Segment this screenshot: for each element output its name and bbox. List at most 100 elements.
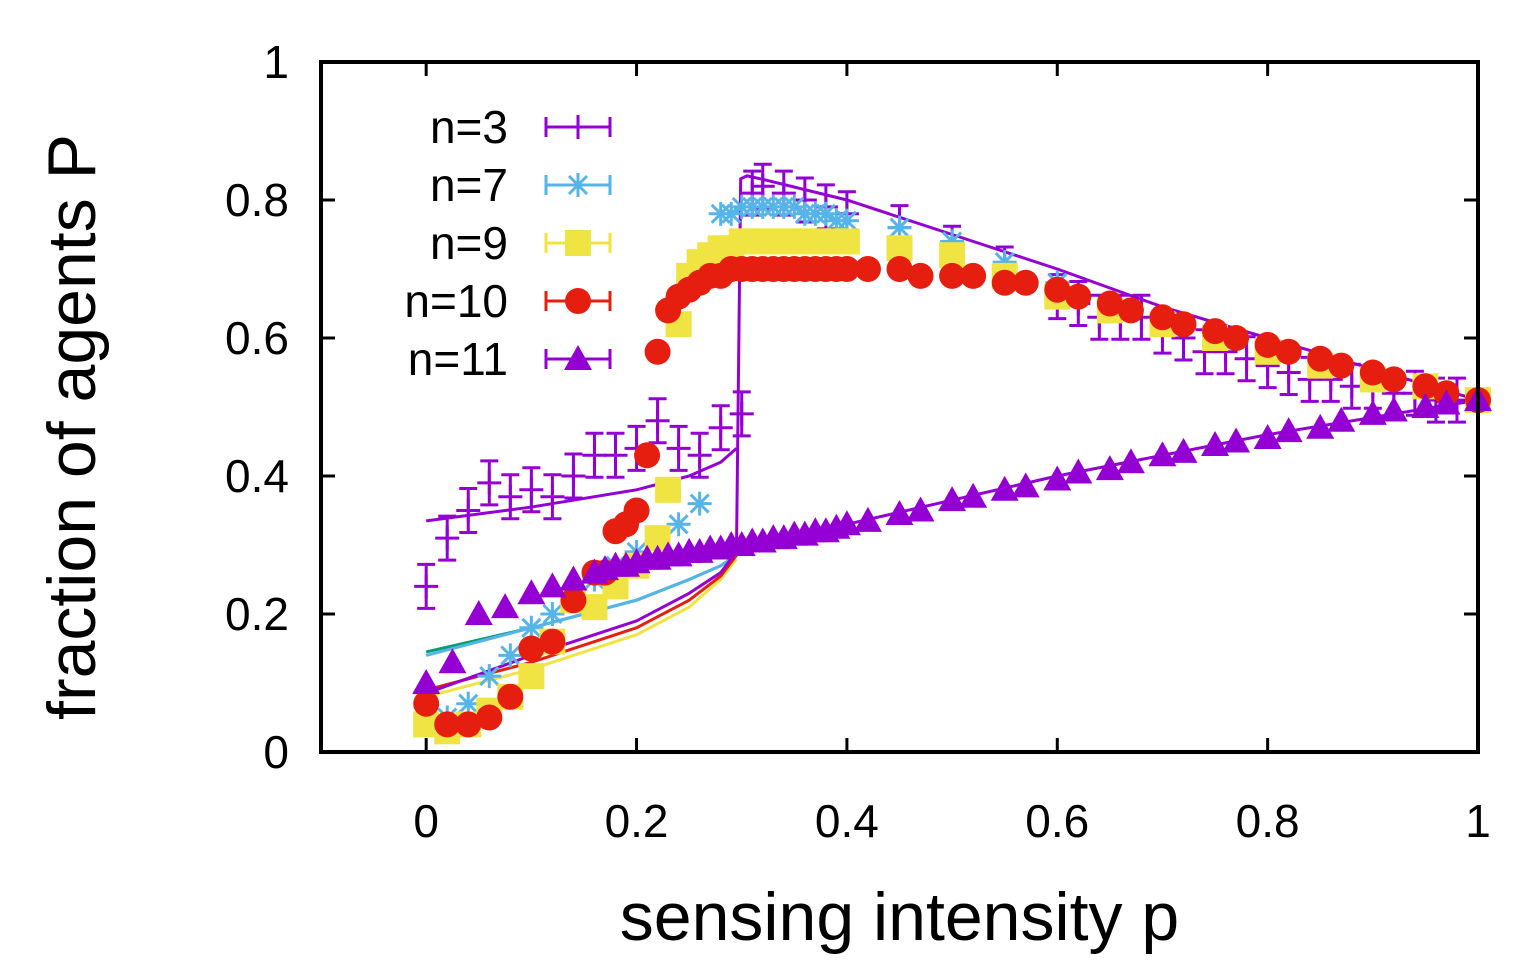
- data-point: [854, 256, 881, 282]
- y-axis-label: fraction of agents P: [34, 134, 110, 720]
- marker-triangle: [853, 506, 882, 532]
- marker-circle: [434, 711, 461, 738]
- data-point: [477, 664, 502, 689]
- marker-circle: [1380, 366, 1407, 393]
- data-point: [497, 683, 524, 710]
- data-point: [498, 643, 523, 668]
- data-point: [1254, 331, 1281, 358]
- data-point: [519, 466, 544, 514]
- legend-marker: [565, 230, 591, 256]
- series-n=11: [412, 386, 1492, 694]
- marker-triangle: [464, 600, 493, 625]
- x-tick-label: 0: [413, 795, 439, 847]
- y-tick-label: 0.4: [225, 450, 289, 502]
- marker-circle: [1307, 345, 1334, 372]
- marker-triangle: [491, 593, 520, 619]
- x-tick-label: 0.2: [605, 795, 669, 847]
- theory-line-n=11: [425, 550, 738, 695]
- data-point: [907, 262, 934, 289]
- data-point: [540, 473, 565, 521]
- axis-ticks: 0 0.2 0.4 0.6 0.8 1 0 0.2 0.4 0.6 0.8 1: [225, 36, 1491, 847]
- data-point: [655, 476, 682, 503]
- marker-square: [565, 230, 591, 256]
- data-point: [1169, 437, 1198, 463]
- marker-triangle: [538, 572, 567, 598]
- x-tick-label: 0.4: [815, 795, 879, 847]
- marker-triangle: [438, 648, 467, 674]
- plot-frame: [319, 60, 1480, 754]
- data-point: [1328, 352, 1355, 379]
- marker-circle: [1275, 338, 1302, 365]
- marker-circle: [560, 587, 587, 614]
- marker-d2: [836, 210, 857, 231]
- marker-triangle: [1306, 413, 1335, 439]
- data-point: [886, 256, 913, 282]
- data-point: [708, 404, 733, 452]
- theory-line-n=10: [425, 554, 738, 692]
- marker-triangle: [1379, 396, 1408, 422]
- data-point: [1432, 389, 1461, 415]
- data-point: [1044, 276, 1071, 303]
- marker-d2: [815, 203, 836, 224]
- data-point: [477, 459, 502, 507]
- data-point: [1011, 472, 1040, 498]
- marker-d2: [668, 514, 689, 535]
- data-point: [645, 397, 670, 445]
- legend-label: n=7: [430, 159, 508, 211]
- marker-triangle: [1358, 399, 1387, 425]
- data-point: [1223, 325, 1250, 351]
- marker-circle: [476, 704, 503, 731]
- marker-circle: [1012, 269, 1039, 296]
- marker-triangle: [1222, 427, 1251, 453]
- marker-circle: [1223, 325, 1250, 351]
- data-point: [1095, 455, 1124, 481]
- marker-circle: [413, 690, 440, 717]
- marker-d2: [500, 645, 521, 666]
- marker-circle: [1044, 276, 1071, 303]
- data-point: [1379, 396, 1408, 422]
- marker-triangle: [1253, 424, 1282, 450]
- marker-circle: [854, 256, 881, 282]
- data-point: [582, 431, 607, 479]
- marker-triangle: [1116, 448, 1145, 474]
- data-point: [853, 506, 882, 532]
- data-point: [1253, 424, 1282, 450]
- data-point: [1274, 417, 1303, 443]
- marker-d2: [521, 617, 542, 638]
- marker-d2: [479, 666, 500, 687]
- data-point: [1306, 413, 1335, 439]
- marker-triangle: [959, 482, 988, 508]
- marker-square: [518, 663, 545, 690]
- marker-triangle: [517, 579, 546, 605]
- data-point: [1065, 283, 1092, 310]
- data-point: [729, 390, 754, 438]
- marker-triangle: [990, 475, 1019, 501]
- data-point: [1412, 373, 1439, 400]
- legend-marker: [565, 288, 591, 314]
- data-point: [1380, 366, 1407, 393]
- data-point: [687, 491, 712, 516]
- theory-line-n=9: [425, 557, 738, 699]
- x-tick-label: 0.8: [1236, 795, 1300, 847]
- theory-line-n=7: [425, 554, 738, 657]
- data-point: [455, 711, 482, 738]
- marker-circle: [1254, 331, 1281, 358]
- marker-triangle: [1011, 472, 1040, 498]
- data-point: [603, 431, 628, 479]
- data-point: [456, 691, 481, 716]
- data-point: [991, 269, 1018, 296]
- data-point: [538, 572, 567, 598]
- marker-circle: [1096, 290, 1123, 317]
- data-point: [464, 600, 493, 625]
- marker-circle: [497, 683, 524, 710]
- data-points: [412, 162, 1492, 745]
- marker-circle: [634, 442, 661, 469]
- marker-circle: [455, 711, 482, 738]
- marker-circle: [518, 635, 545, 662]
- data-point: [833, 256, 860, 282]
- marker-d2: [689, 493, 710, 514]
- data-point: [476, 704, 503, 731]
- legend-marker: [566, 173, 590, 197]
- data-point: [1358, 399, 1387, 425]
